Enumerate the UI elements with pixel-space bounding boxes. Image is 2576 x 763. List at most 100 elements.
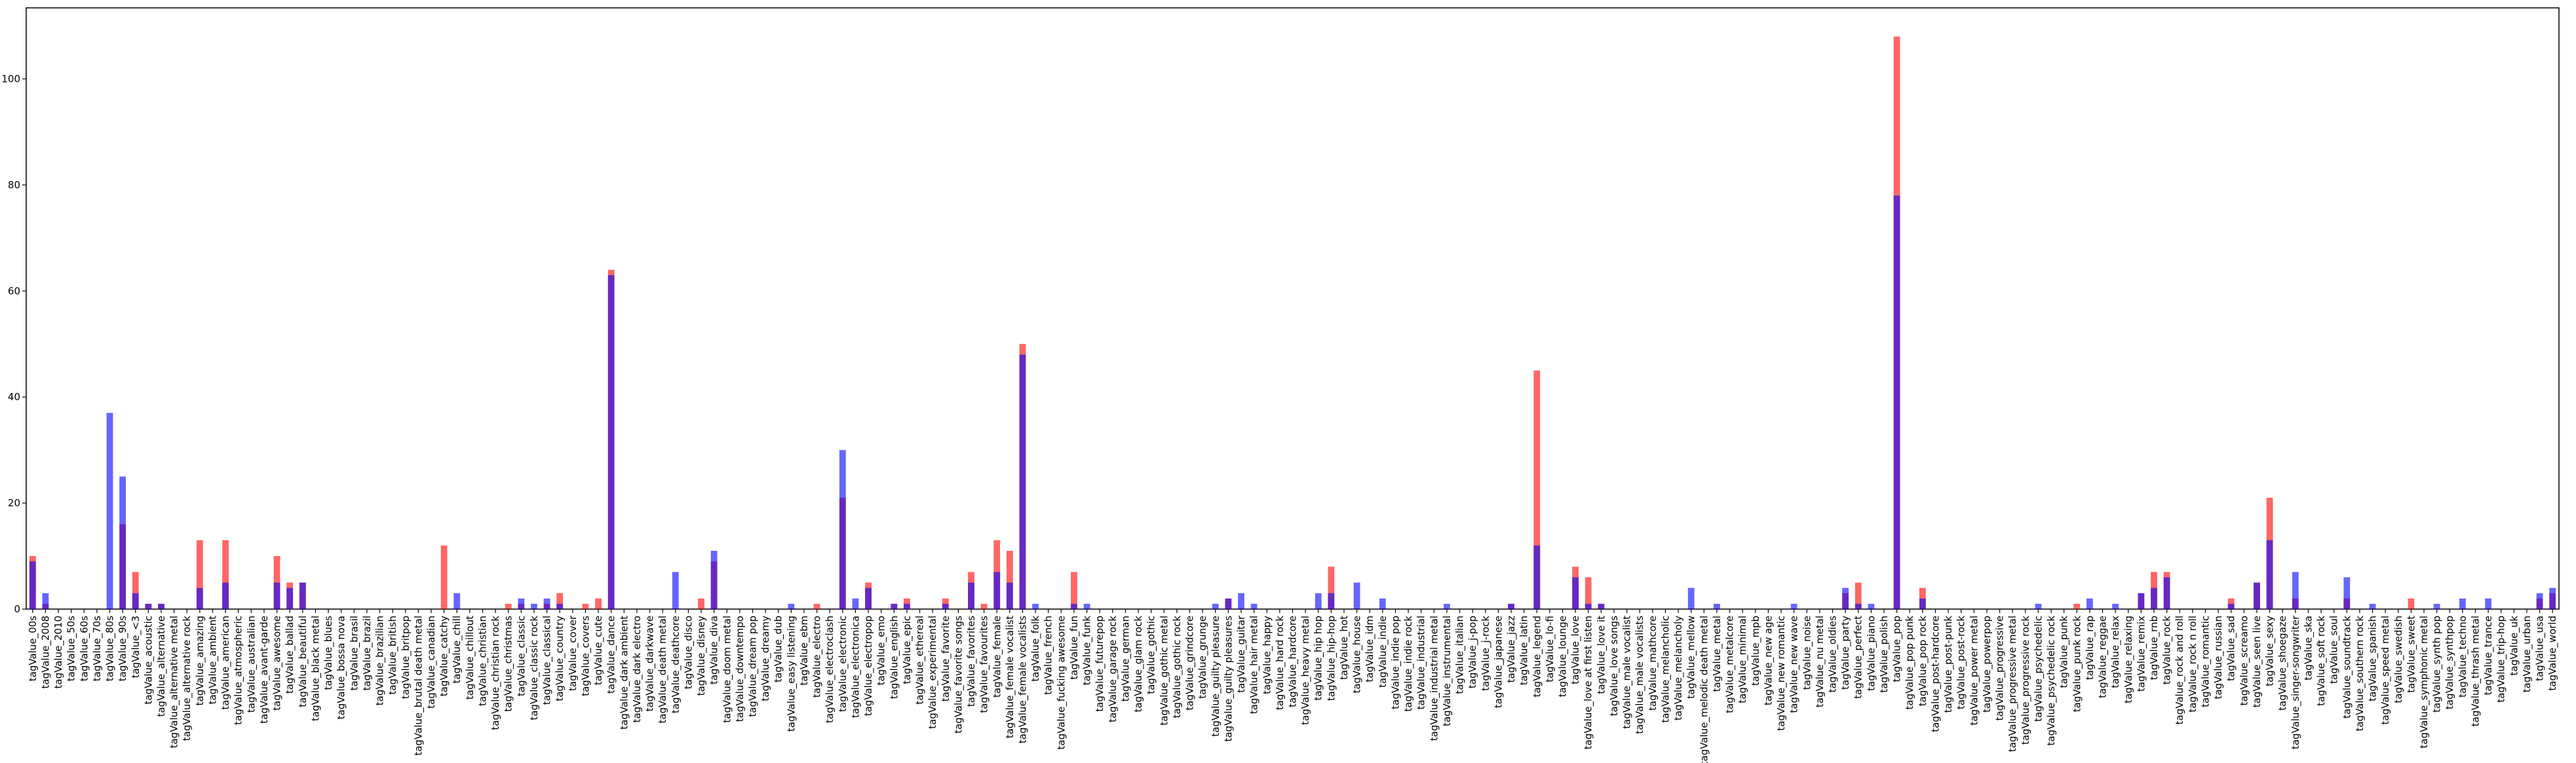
x-tick-label: tagValue_favorites — [965, 616, 978, 707]
x-tick-label: tagValue_favorite — [940, 616, 952, 701]
x-tick-label: tagValue_psychedelic — [2032, 616, 2045, 722]
x-tick-label: tagValue_electronica — [849, 616, 862, 718]
bar — [1842, 587, 1849, 609]
x-tick-label: tagValue_usa — [2534, 616, 2547, 681]
x-tick-label: tagValue_alternative rock — [181, 616, 193, 741]
bar — [2343, 577, 2351, 609]
x-tick-label: tagValue_symphonic metal — [2418, 616, 2431, 749]
bar — [2163, 577, 2170, 609]
x-tick-label: tagValue_grunge — [1197, 616, 1209, 699]
x-tick-label: tagValue_relaxing — [2123, 616, 2135, 703]
bar — [2369, 603, 2376, 609]
x-tick-label: tagValue_canadian — [425, 616, 438, 709]
x-tick-label: tagValue_darkwave — [644, 616, 657, 711]
x-tick-label: tagValue_classical — [541, 616, 554, 705]
x-tick-label: tagValue_indie rock — [1402, 616, 1415, 712]
x-tick-label: tagValue_cover — [567, 615, 579, 691]
x-tick-label: tagValue_hot — [1338, 616, 1351, 680]
x-tick-label: tagValue_powerpop — [1981, 616, 1993, 713]
x-tick-label: tagValue_soft rock — [2315, 616, 2328, 706]
x-tick-label: tagValue_singer-songwriter — [2290, 615, 2302, 749]
x-tick-label: tagValue_relax — [2109, 616, 2122, 688]
bar — [1790, 603, 1797, 609]
bar — [132, 593, 139, 609]
x-tick-label: tagValue_glam rock — [1132, 616, 1145, 713]
x-tick-label: tagValue_progressive — [1994, 616, 2007, 720]
x-tick-label: tagValue_party — [1839, 616, 1852, 690]
bar — [1250, 603, 1258, 609]
x-tick-label: tagValue_atmospheric — [233, 616, 245, 725]
x-tick-label: tagValue_female — [991, 616, 1003, 698]
x-tick-label: tagValue_trip-hop — [2495, 616, 2508, 703]
x-tick-label: tagValue_melancholy — [1672, 616, 1685, 720]
x-tick-label: tagValue_piano — [1865, 616, 1877, 691]
x-tick-label: tagValue_dream pop — [746, 616, 759, 717]
x-tick-label: tagValue_guilty pleasures — [1222, 616, 1235, 742]
bar — [1687, 587, 1695, 609]
x-tick-label: tagValue_electro — [811, 616, 824, 698]
x-tick-label: tagValue_oldies — [1827, 616, 1839, 693]
x-tick-label: tagValue_funk — [1081, 616, 1094, 686]
x-tick-label: tagValue_nu metal — [1814, 616, 1826, 707]
x-tick-label: tagValue_doom metal — [721, 616, 733, 723]
bar — [1353, 582, 1360, 609]
x-tick-label: tagValue_progressive rock — [2020, 616, 2032, 745]
x-tick-label: tagValue_metalcore — [1724, 616, 1737, 713]
bar — [2292, 572, 2299, 609]
x-tick-label: tagValue_latin — [1518, 616, 1531, 685]
bar — [1855, 582, 1862, 609]
x-tick-label: tagValue_melodic death metal — [1698, 616, 1710, 763]
bar — [158, 603, 164, 609]
x-tick-label: tagValue_<3 — [130, 616, 142, 678]
bar — [1533, 545, 1541, 609]
bar — [1585, 603, 1592, 609]
x-tick-label: tagValue_lo-fi — [1544, 616, 1556, 682]
x-tick-label: tagValue_gothic — [1145, 616, 1158, 694]
y-tick-label: 80 — [8, 179, 20, 191]
x-tick-label: tagValue_2008 — [39, 616, 52, 688]
bar — [1071, 572, 1077, 609]
bar — [1572, 577, 1579, 609]
x-tick-label: tagValue_minimal — [1737, 616, 1749, 703]
x-tick-label: tagValue_catchy — [438, 616, 451, 696]
x-tick-label: tagValue_ebm — [798, 616, 811, 686]
x-tick-label: tagValue_christmas — [503, 616, 515, 712]
x-tick-label: tagValue_50s — [66, 616, 78, 681]
bar — [2151, 587, 2157, 609]
x-tick-label: tagValue_heavy metal — [1299, 616, 1312, 725]
bar — [942, 603, 949, 609]
plot-frame — [26, 7, 2560, 610]
bar — [968, 582, 974, 609]
x-tick-label: tagValue_sweet — [2405, 616, 2417, 693]
x-tick-label: tagValue_post-rock — [1955, 616, 1968, 709]
x-tick-label: tagValue_mathcore — [1647, 616, 1659, 711]
x-tick-label: tagValue_chill — [451, 616, 463, 684]
x-tick-label: tagValue_english — [888, 616, 900, 699]
x-tick-label: tagValue_mellow — [1685, 616, 1698, 699]
bar — [1893, 195, 1900, 610]
x-tick-label: tagValue_garage rock — [1107, 616, 1119, 722]
x-tick-label: tagValue_ambient — [206, 616, 219, 705]
x-tick-label: tagValue_2010 — [52, 616, 65, 688]
x-tick-label: tagValue_disney — [695, 616, 708, 696]
bar — [1006, 582, 1013, 609]
bar — [904, 603, 910, 609]
bar — [42, 593, 49, 609]
x-tick-label: tagValue_new wave — [1788, 616, 1801, 713]
bar — [2086, 598, 2093, 609]
bar — [1032, 603, 1039, 609]
x-tick-label: tagValue_rock and roll — [2174, 616, 2186, 724]
x-tick-label: tagValue_lounge — [1557, 616, 1569, 697]
x-tick-label: tagValue_happy — [1261, 616, 1273, 694]
x-tick-label: tagValue_female vocalists — [1016, 616, 1029, 743]
x-tick-label: tagValue_southern rock — [2354, 616, 2366, 732]
x-tick-label: tagValue_punk — [2058, 616, 2071, 688]
x-tick-label: tagValue_black metal — [309, 616, 322, 721]
bar — [1006, 550, 1013, 609]
bar — [1019, 354, 1026, 609]
x-tick-label: tagValue_death metal — [657, 616, 669, 723]
x-tick-label: tagValue_ballad — [284, 616, 296, 694]
bar — [1855, 603, 1862, 609]
bar — [286, 587, 294, 609]
